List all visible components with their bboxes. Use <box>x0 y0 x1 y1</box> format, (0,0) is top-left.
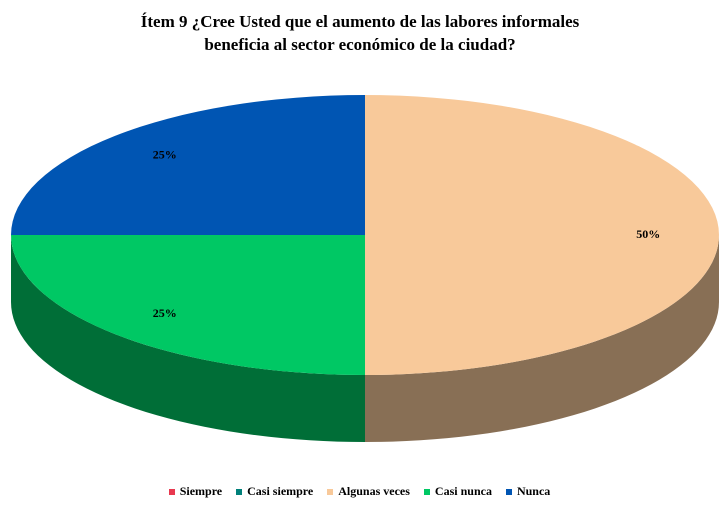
chart-title: Ítem 9 ¿Cree Usted que el aumento de las… <box>141 12 580 31</box>
legend-swatch <box>327 488 334 495</box>
slice <box>11 235 365 375</box>
slice-side <box>365 235 719 442</box>
pie-chart: Ítem 9 ¿Cree Usted que el aumento de las… <box>11 12 719 442</box>
data-label: 25% <box>153 306 177 320</box>
slice <box>11 95 365 235</box>
legend-swatch <box>236 488 243 495</box>
legend-label: Casi siempre <box>247 484 314 498</box>
legend-label: Nunca <box>516 484 551 498</box>
legend: Siempre Casi siempre Algunas veces Casi nun… <box>0 484 719 499</box>
legend-swatch <box>168 488 175 495</box>
data-label: 50% <box>636 227 660 241</box>
legend-item: Casi siempre <box>236 484 313 499</box>
legend-swatch <box>505 488 512 495</box>
chart-title: beneficia al sector económico de la ciud… <box>204 35 515 54</box>
data-label: 25% <box>153 148 177 162</box>
legend-swatch <box>423 488 430 495</box>
legend-item: Casi nunca <box>423 484 492 499</box>
slice-side <box>11 235 365 442</box>
legend-item: Algunas veces <box>327 484 410 499</box>
slice <box>365 95 719 375</box>
legend-label: Casi nunca <box>434 484 492 498</box>
legend-label: Siempre <box>179 484 223 498</box>
legend-item: Siempre <box>168 484 223 499</box>
legend-item: Nunca <box>505 484 551 499</box>
legend-label: Algunas veces <box>338 484 410 498</box>
